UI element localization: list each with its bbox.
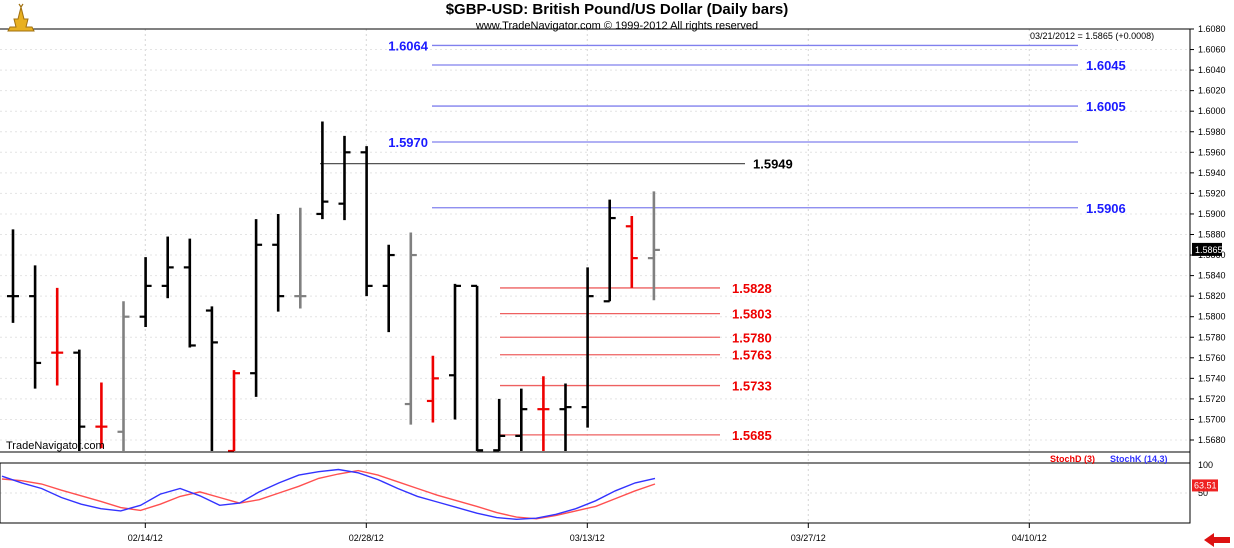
navigation [1204, 533, 1230, 547]
price-tick-label: 1.6060 [1198, 45, 1226, 55]
price-tick-label: 1.5960 [1198, 147, 1226, 157]
ohlc-bar [537, 376, 550, 451]
ohlc-bar [294, 207, 307, 309]
price-tick-label: 1.5720 [1198, 394, 1226, 404]
ohlc-bar [51, 287, 64, 386]
ohlc-bar [382, 244, 395, 333]
ohlc-bar [471, 284, 484, 452]
ohlc-bar [183, 238, 196, 348]
ohlc-bar [161, 236, 174, 299]
date-tick-label: 03/13/12 [570, 533, 605, 543]
price-tick-label: 1.6020 [1198, 86, 1226, 96]
price-tick-label: 1.5900 [1198, 209, 1226, 219]
ohlc-bar [250, 219, 263, 397]
level-label-1.5828: 1.5828 [732, 281, 772, 296]
level-label-1.5906: 1.5906 [1086, 201, 1126, 216]
date-tick-label: 03/27/12 [791, 533, 826, 543]
ohlc-bar [7, 229, 19, 323]
price-info: 03/21/2012 = 1.5865 (+0.0008) [1030, 31, 1155, 41]
ohlc-bar [272, 213, 285, 312]
level-label-1.5763: 1.5763 [732, 348, 772, 363]
stoch-k-line [1, 468, 656, 521]
ohlc-bar [139, 257, 152, 327]
level-label-1.5970: 1.5970 [388, 135, 428, 150]
date-tick-label: 02/28/12 [349, 533, 384, 543]
ohlc-bar [29, 265, 42, 389]
level-label-1.5780: 1.5780 [732, 330, 772, 345]
price-tick-label: 1.6080 [1198, 24, 1226, 34]
price-tick-label: 1.5940 [1198, 168, 1226, 178]
ohlc-bar [205, 306, 218, 451]
chart-title: $GBP-USD: British Pound/US Dollar (Daily… [445, 1, 789, 18]
last-price-label: 1.5865 [1195, 245, 1223, 255]
ohlc-bar [559, 383, 572, 451]
price-tick-label: 1.5880 [1198, 230, 1226, 240]
ohlc-bar [360, 146, 373, 297]
ohlc-bar [73, 349, 86, 451]
level-label-1.6064: 1.6064 [388, 38, 429, 53]
ohlc-bar [338, 135, 351, 221]
ohlc-bar [581, 267, 594, 428]
date-tick-label: 04/10/12 [1012, 533, 1047, 543]
logo-icon [7, 3, 35, 32]
ohlc-bar [404, 232, 417, 425]
price-tick-label: 1.5680 [1198, 435, 1226, 445]
level-label-1.5949: 1.5949 [753, 157, 793, 172]
price-tick-label: 1.5780 [1198, 332, 1226, 342]
ohlc-bar [117, 301, 130, 451]
stoch-k-legend: StochK (14,3) [1110, 454, 1168, 464]
price-tick-label: 1.5980 [1198, 127, 1226, 137]
stoch-readout-box [1192, 479, 1218, 492]
ohlc-bar [228, 370, 240, 453]
level-label-1.5803: 1.5803 [732, 307, 772, 322]
stoch-d-legend: StochD (3) [1050, 454, 1095, 464]
ohlc-bar [95, 382, 108, 449]
scroll-left-arrow-icon[interactable] [1204, 533, 1230, 547]
watermark: TradeNavigator.com [6, 440, 105, 452]
stoch-d-line [1, 469, 656, 520]
price-tick-label: 1.5700 [1198, 414, 1226, 424]
ohlc-bar [625, 216, 638, 288]
grid [0, 28, 1190, 521]
price-bars [7, 121, 660, 453]
level-label-1.6005: 1.6005 [1086, 99, 1126, 114]
level-label-1.5733: 1.5733 [732, 379, 772, 394]
date-tick-label: 02/14/12 [128, 533, 163, 543]
copyright-text: www.TradeNavigator.com © 1999-2012 All r… [475, 20, 759, 32]
price-tick-label: 1.5840 [1198, 271, 1226, 281]
price-tick-label: 1.5740 [1198, 373, 1226, 383]
stoch-readout: 63.51 [1194, 480, 1217, 490]
last-price-box [1192, 242, 1222, 256]
ohlc-bar [426, 355, 439, 423]
axes: 1.5680 1.5700 1.5720 1.5740 1.5760 1.5780 1.58… [0, 24, 1226, 543]
price-tick-label: 1.5920 [1198, 188, 1226, 198]
stochastic-panel [0, 468, 1190, 521]
stoch-tick-label: 100 [1198, 460, 1213, 470]
trade-navigator-logo [6, 3, 36, 33]
price-tick-label: 1.5820 [1198, 291, 1226, 301]
price-tick-label: 1.6000 [1198, 106, 1226, 116]
level-label-1.6045: 1.6045 [1086, 58, 1126, 73]
price-tick-label: 1.5800 [1198, 312, 1226, 322]
ohlc-bar [316, 121, 329, 220]
price-tick-label: 1.5760 [1198, 353, 1226, 363]
ohlc-bar [603, 199, 616, 303]
level-label-1.5685: 1.5685 [732, 428, 772, 443]
ohlc-bar [493, 398, 506, 452]
price-levels: 1.6064 1.6045 1.6005 1.5970 1.5949 1.5906 1.58… [320, 38, 1126, 443]
ohlc-bar [647, 191, 660, 301]
ohlc-bar [515, 388, 528, 451]
ohlc-bar [449, 283, 461, 420]
stoch-tick-label: 50 [1198, 488, 1208, 498]
price-tick-label: 1.6040 [1198, 65, 1226, 75]
